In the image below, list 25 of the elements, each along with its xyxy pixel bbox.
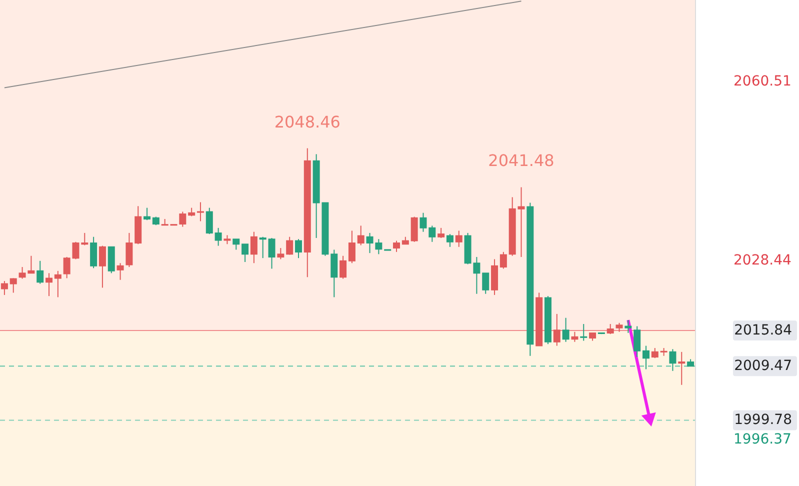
candlestick [606,324,614,335]
candlestick [446,234,454,248]
y-tick-label: 2028.44 [734,252,792,269]
candlestick [116,262,124,280]
candlestick [598,332,605,335]
annotation: 2048.46 [274,112,340,132]
ref-line-label: 2015.84 [734,322,792,338]
candlestick [277,248,284,260]
annotation: 2041.48 [488,151,554,170]
candlestick [161,218,168,226]
candlestick [438,227,445,238]
candlestick [455,230,462,248]
candlestick [616,322,623,332]
ref-line-label: 1999.78 [734,412,792,428]
y-tick-label: 2060.51 [734,73,792,90]
candlestick [660,348,668,356]
ref-line-label: 2009.47 [734,358,792,374]
candlestick [357,225,364,246]
candlestick [624,320,632,334]
candlestick [580,324,588,342]
candlestick [518,186,525,258]
candlestick [46,272,53,297]
y-tick-label: 1996.37 [734,432,792,448]
candlestick [144,207,151,221]
candlestick [196,202,204,222]
